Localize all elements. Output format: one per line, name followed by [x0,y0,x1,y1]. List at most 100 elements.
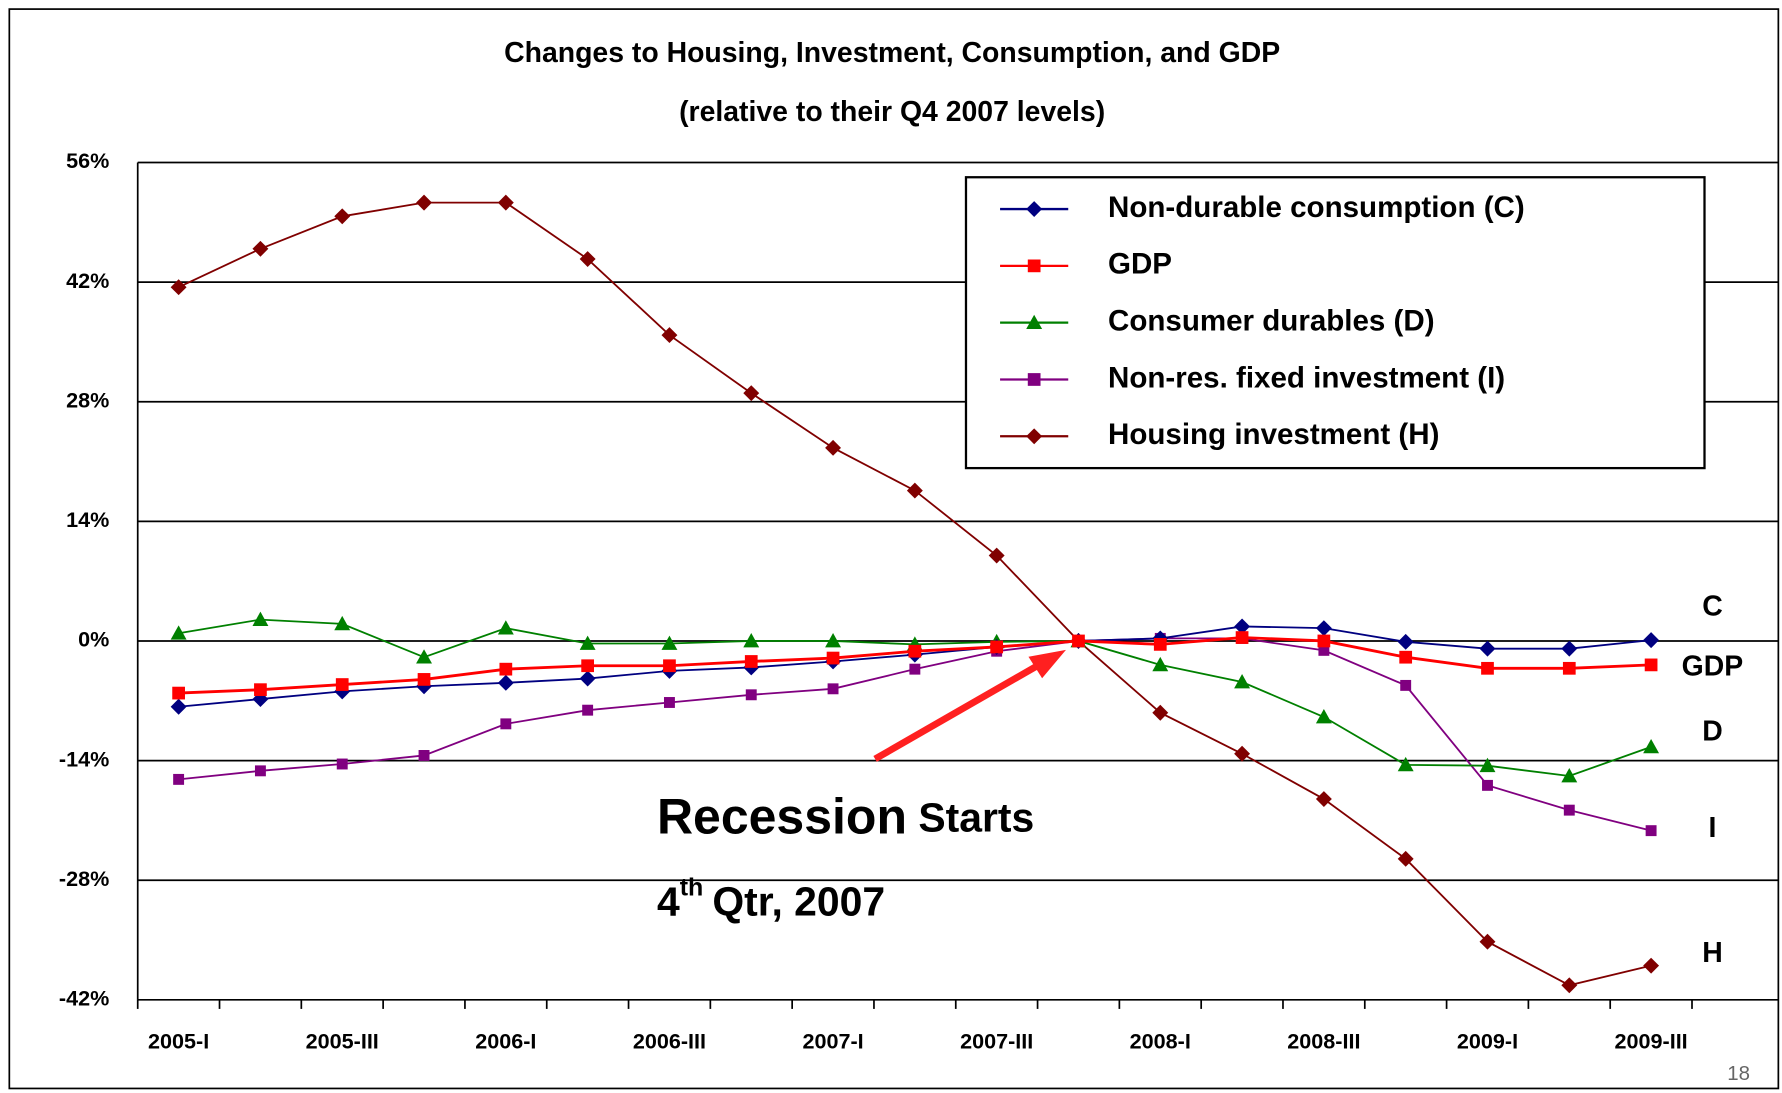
legend-marker [1026,428,1043,445]
point [909,663,921,675]
annotation-text: Recession [657,789,907,845]
point [1482,779,1493,791]
point [416,649,432,664]
y-tick-label: 56% [66,148,109,173]
point [1563,804,1575,816]
point [1234,618,1251,635]
point [825,439,842,456]
point [170,279,187,296]
y-tick-label: -14% [59,746,109,771]
point [1562,661,1576,675]
y-tick-label: 14% [66,507,109,532]
point [1643,738,1660,754]
point [335,678,349,691]
plot: C GDP D I H [170,194,1744,994]
annotation: Recession Starts 4th Qtr, 2007 [657,649,1066,924]
point [336,758,348,770]
y-tick-label: 42% [66,268,109,293]
x-tick-label: 2005-III [306,1029,379,1054]
point [579,635,596,650]
point [1479,757,1496,773]
legend: Non-durable consumption (C) GDP Consumer d… [964,176,1706,470]
point [579,670,596,687]
point [417,673,431,686]
point [254,683,267,697]
x-tick-label: 2009-I [1457,1029,1518,1054]
x-tick-label: 2007-III [960,1029,1033,1054]
legend-box [964,176,1706,470]
point [497,620,514,635]
legend-label: Non-durable consumption (C) [1108,191,1525,224]
point [1643,957,1660,974]
point [661,635,678,650]
arrow-head [1028,649,1066,679]
point [1235,631,1249,644]
x-tick-label: 2005-I [148,1029,209,1054]
point [334,615,351,631]
annotation-text: Qtr, 2007 [712,878,885,924]
x-tick-label: 2006-III [633,1029,706,1054]
point [581,659,595,673]
y-tick-label: -28% [59,866,109,891]
point [1400,679,1412,691]
point [826,651,840,665]
series-label: D [1702,715,1723,747]
point [1317,634,1331,648]
series-label: C [1702,590,1723,622]
point [744,655,758,668]
page-number: 18 [1727,1062,1750,1085]
legend-label: GDP [1108,248,1172,281]
point [1315,620,1332,637]
point [743,633,760,648]
chart-subtitle: (relative to their Q4 2007 levels) [679,96,1105,128]
chart-title: Changes to Housing, Investment, Consumpt… [504,37,1280,69]
point [1399,650,1413,664]
x-tick-label: 2008-III [1287,1029,1360,1054]
point [1234,745,1251,762]
point [1153,638,1167,651]
annotation-line1: Recession Starts [657,789,1034,845]
legend-marker [1026,314,1043,330]
point [252,611,269,626]
point [582,704,594,716]
point [661,327,678,344]
arrow-shaft [873,659,1045,762]
point [254,765,266,777]
point [1479,933,1496,950]
point [1315,791,1332,807]
grid: -42% -28% -14% 0% 14% 28% 42% 56% 2005-I 2005-III… [59,148,1779,1054]
point [1315,709,1332,724]
annotation-line2: 4th Qtr, 2007 [657,873,885,924]
y-tick-label: -42% [59,986,109,1011]
point [170,625,187,640]
point [663,697,675,708]
point [663,659,676,673]
point [988,547,1005,564]
point [1152,656,1169,672]
annotation-text: th [680,873,704,901]
legend-label: Housing investment (H) [1108,418,1439,451]
point [906,482,923,499]
x-tick-label: 2009-III [1615,1029,1688,1054]
point [1479,640,1496,657]
point [1152,704,1169,721]
annotation-text: 4 [657,878,680,924]
point [172,686,185,700]
point [1072,634,1085,648]
point [745,689,757,701]
point [418,750,430,761]
point [825,633,842,648]
series-label: GDP [1682,651,1744,683]
series-label: I [1709,812,1717,844]
point [173,773,185,785]
point [1645,825,1657,837]
point [334,208,351,225]
y-tick-label: 0% [78,627,109,652]
y-tick-label: 28% [66,387,109,412]
legend-marker [1027,373,1041,386]
point [908,644,922,658]
x-tick-label: 2006-I [475,1029,536,1054]
point [990,640,1004,654]
point [743,385,760,402]
x-tick-label: 2007-I [802,1029,863,1054]
